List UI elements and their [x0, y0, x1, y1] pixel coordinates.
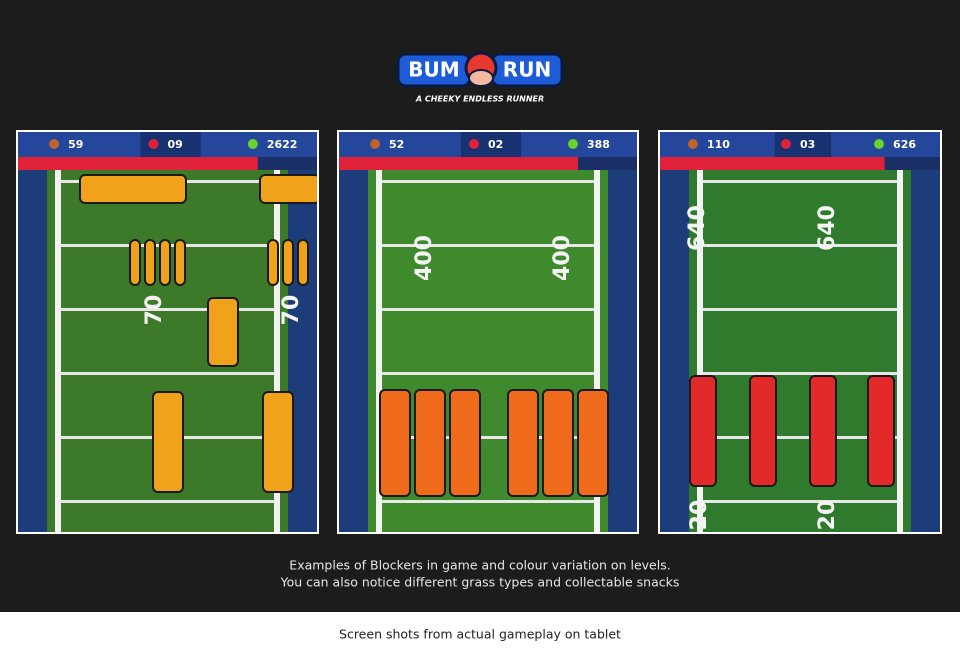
playfield: 640 640 20 20: [659, 131, 941, 533]
yard-line: [382, 500, 594, 503]
playfield: 70 70: [17, 131, 318, 533]
screen-border: [16, 130, 319, 534]
caption-line: You can also notice different grass type…: [280, 575, 680, 590]
hud-value: 09: [168, 138, 183, 151]
stands: [17, 170, 47, 533]
blocker: [749, 375, 777, 487]
blocker: [159, 239, 171, 286]
yard-number: 70: [142, 295, 167, 326]
hud-value: 626: [893, 138, 916, 151]
health-bar: [17, 157, 258, 170]
hud-icon: [687, 139, 698, 149]
sideline: [55, 170, 61, 533]
yard-line: [703, 436, 897, 439]
yard-line: [703, 372, 897, 375]
yard-line: [382, 372, 594, 375]
yard-number: 20: [815, 500, 840, 531]
yard-number: 400: [550, 235, 575, 281]
blocker: [542, 389, 574, 497]
blocker: [259, 174, 318, 204]
footer-text: Screen shots from actual gameplay on tab…: [339, 627, 621, 642]
blocker: [297, 239, 309, 286]
hud-value: 02: [488, 138, 503, 151]
logo-word: BUM: [408, 58, 459, 82]
hud-icon: [781, 139, 791, 149]
hud-icon: [49, 139, 60, 149]
blocker: [577, 389, 609, 497]
yard-line: [703, 500, 897, 503]
hud-icon: [568, 139, 578, 149]
stands: [659, 170, 689, 533]
logo: BUM RUN: [396, 51, 564, 88]
game-screen: 70 70 59 09 2622: [16, 130, 319, 534]
hud-icon: [148, 139, 159, 149]
game-screen: 400 400 52 02 388: [337, 130, 639, 534]
blocker: [414, 389, 446, 497]
yard-line: [382, 436, 594, 439]
blocker: [689, 375, 717, 487]
hud-value: 03: [800, 138, 815, 151]
hud-icon: [874, 139, 885, 149]
blocker: [79, 174, 187, 204]
footer-band: [0, 612, 960, 658]
yard-line: [61, 500, 274, 503]
yard-number: 640: [815, 205, 840, 251]
blocker: [449, 389, 481, 497]
game-screen: 640 640 20 20 110 03 626: [658, 130, 942, 534]
health-bar: [338, 157, 578, 170]
stands: [608, 170, 638, 533]
tagline: A CHEEKY ENDLESS RUNNER: [415, 95, 544, 104]
sideline: [697, 170, 703, 533]
sideline: [376, 170, 382, 533]
screen-border: [658, 130, 942, 534]
hud-icon: [469, 139, 479, 149]
hud-value: 59: [68, 138, 83, 151]
blocker: [262, 391, 294, 493]
blocker: [152, 391, 184, 493]
yard-line: [382, 308, 594, 311]
logo-word: RUN: [503, 58, 551, 82]
hud-value: 388: [587, 138, 610, 151]
hud-value: 2622: [267, 138, 298, 151]
blocker: [809, 375, 837, 487]
yard-number: 70: [279, 295, 304, 326]
yard-number: 400: [412, 235, 437, 281]
blocker: [379, 389, 411, 497]
playfield: 400 400: [338, 131, 638, 533]
screen-border: [337, 130, 639, 534]
blocker: [174, 239, 186, 286]
blocker: [867, 375, 895, 487]
blocker: [144, 239, 156, 286]
hud-value: 52: [389, 138, 404, 151]
yard-line: [61, 308, 274, 311]
blocker: [282, 239, 294, 286]
sideline: [897, 170, 903, 533]
sideline: [594, 170, 600, 533]
yard-number: 20: [687, 500, 712, 531]
blocker: [267, 239, 279, 286]
hud-icon: [247, 139, 258, 149]
yard-line: [703, 308, 897, 311]
blocker: [207, 297, 239, 367]
blocker: [507, 389, 539, 497]
caption-line: Examples of Blockers in game and colour …: [289, 558, 670, 573]
hud-value: 110: [707, 138, 730, 151]
sideline: [274, 170, 280, 533]
stands: [338, 170, 368, 533]
hud-icon: [370, 139, 380, 149]
blocker: [129, 239, 141, 286]
yard-number: 640: [685, 205, 710, 251]
yard-line: [382, 244, 594, 247]
stands: [911, 170, 941, 533]
yard-line: [61, 372, 274, 375]
health-bar: [659, 157, 885, 170]
yard-line: [703, 180, 897, 183]
yard-line: [382, 180, 594, 183]
yard-line: [703, 244, 897, 247]
